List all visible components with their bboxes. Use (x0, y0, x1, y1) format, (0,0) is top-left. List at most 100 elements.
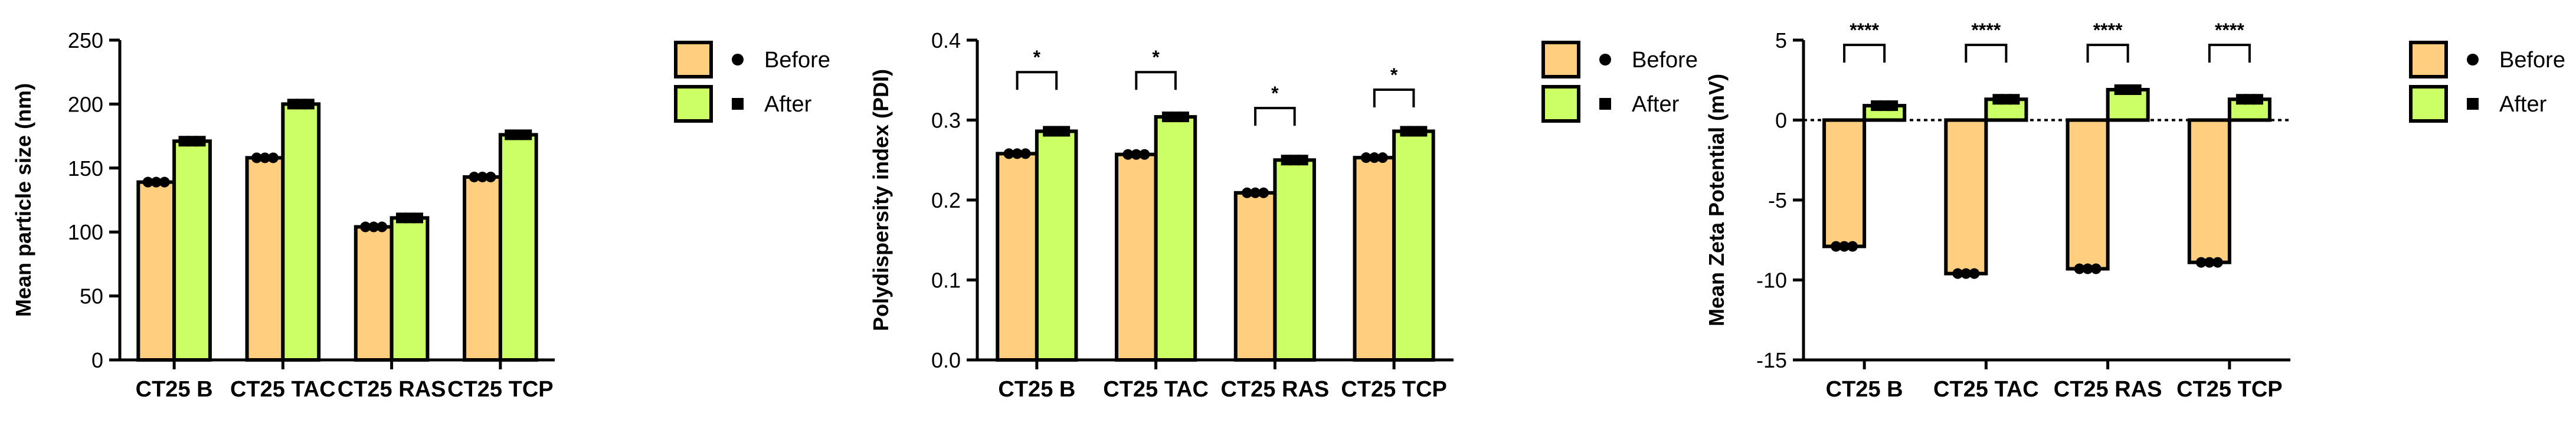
category-label: CT25 TAC (1933, 377, 2039, 402)
legend: Before After (1541, 41, 1698, 123)
point-marker (150, 176, 162, 188)
legend: Before After (674, 41, 830, 123)
legend-label: After (2499, 92, 2547, 117)
category-label: CT25 RAS (338, 377, 446, 402)
point-marker (413, 212, 424, 224)
point-marker (1178, 112, 1189, 123)
significance-bracket (1965, 44, 2008, 63)
point-marker (1871, 100, 1882, 112)
legend-swatch-before (674, 41, 713, 78)
bar-before (353, 225, 394, 362)
point-marker (1831, 241, 1842, 252)
point-marker (2082, 263, 2093, 274)
point-marker (2195, 257, 2207, 268)
bar-after (281, 102, 321, 362)
point-marker (2009, 94, 2020, 105)
y-tick-label: 0.4 (931, 28, 961, 53)
legend-marker (732, 54, 744, 65)
category-label: CT25 B (998, 377, 1075, 402)
point-marker (1400, 126, 1411, 137)
significance-bracket (2086, 44, 2129, 63)
bar-before (245, 156, 285, 362)
point-marker (469, 171, 480, 182)
legend-label: Before (764, 48, 830, 73)
point-marker (1003, 148, 1014, 159)
y-tick-label: 0.0 (931, 348, 961, 372)
point-marker (1839, 241, 1850, 252)
y-tick-label: 50 (80, 284, 103, 309)
legend-swatch-before (1541, 41, 1580, 78)
legend-marker (2467, 98, 2479, 110)
point-marker (2001, 94, 2012, 105)
bar-after (1154, 115, 1197, 362)
point-marker (1992, 94, 2004, 105)
point-marker (404, 212, 415, 224)
bar-before (1233, 191, 1277, 362)
y-tick-label: 150 (68, 156, 103, 181)
point-marker (1161, 112, 1173, 123)
point-marker (2252, 94, 2263, 105)
point-marker (2130, 84, 2142, 96)
chart-3: -15 -10 -5 0 5 Mean Zeta Potential (mV) CT25 B… (1704, 19, 2565, 402)
legend-label: After (1632, 92, 1680, 117)
y-axis-title: Mean Zeta Potential (mV) (1704, 74, 1729, 326)
point-marker (267, 152, 279, 163)
significance-bracket (1016, 71, 1058, 90)
legend-swatch-after (2409, 85, 2448, 123)
point-marker (1139, 149, 1150, 160)
point-marker (295, 99, 306, 110)
point-marker (485, 171, 496, 182)
point-marker (2204, 257, 2215, 268)
point-marker (2114, 84, 2125, 96)
significance-bracket (1373, 89, 1415, 108)
significance-bracket (1135, 71, 1177, 90)
point-marker (1242, 187, 1253, 198)
point-marker (142, 176, 153, 188)
point-marker (1416, 126, 1428, 137)
point-marker (1258, 187, 1269, 198)
point-marker (2244, 94, 2255, 105)
y-tick-label: -5 (1768, 188, 1787, 212)
y-tick-label: 100 (68, 220, 103, 244)
point-marker (1297, 155, 1308, 166)
legend-label: Before (2499, 48, 2565, 73)
legend-marker (1599, 98, 1611, 110)
y-axis-title: Mean particle size (nm) (11, 83, 35, 317)
y-tick-label: 5 (1775, 28, 1787, 53)
significance-bracket (1254, 107, 1296, 126)
y-axis-title: Polydispersity index (PDI) (869, 69, 893, 331)
legend: Before After (2409, 41, 2565, 123)
point-marker (1369, 152, 1380, 163)
significance-label: * (1033, 47, 1041, 68)
point-marker (1377, 152, 1388, 163)
y-tick-label: -15 (1756, 348, 1787, 372)
significance-label: **** (2093, 19, 2123, 41)
y-tick-label: 200 (68, 92, 103, 116)
bar-before (1115, 152, 1158, 362)
y-tick-label: 0 (1775, 109, 1787, 133)
point-marker (2235, 94, 2247, 105)
category-label: CT25 B (136, 377, 213, 402)
point-marker (1051, 126, 1062, 137)
category-label: CT25 RAS (2054, 377, 2162, 402)
bar-before (1353, 156, 1396, 362)
point-marker (287, 99, 298, 110)
point-marker (1020, 148, 1031, 159)
y-tick-label: 0.3 (931, 109, 961, 133)
point-marker (377, 221, 388, 232)
significance-label: * (1390, 64, 1398, 86)
point-marker (1281, 155, 1292, 166)
point-marker (1879, 100, 1890, 112)
category-label: CT25 TCP (2176, 377, 2282, 402)
legend-swatch-after (674, 85, 713, 123)
y-tick-label: 250 (68, 28, 103, 53)
legend-label: Before (1632, 48, 1698, 73)
point-marker (505, 129, 516, 140)
legend-marker (2467, 54, 2479, 65)
category-label: CT25 B (1826, 377, 1903, 402)
point-marker (2212, 257, 2223, 268)
point-marker (1887, 100, 1899, 112)
bar-after (1273, 158, 1316, 362)
point-marker (195, 136, 206, 147)
